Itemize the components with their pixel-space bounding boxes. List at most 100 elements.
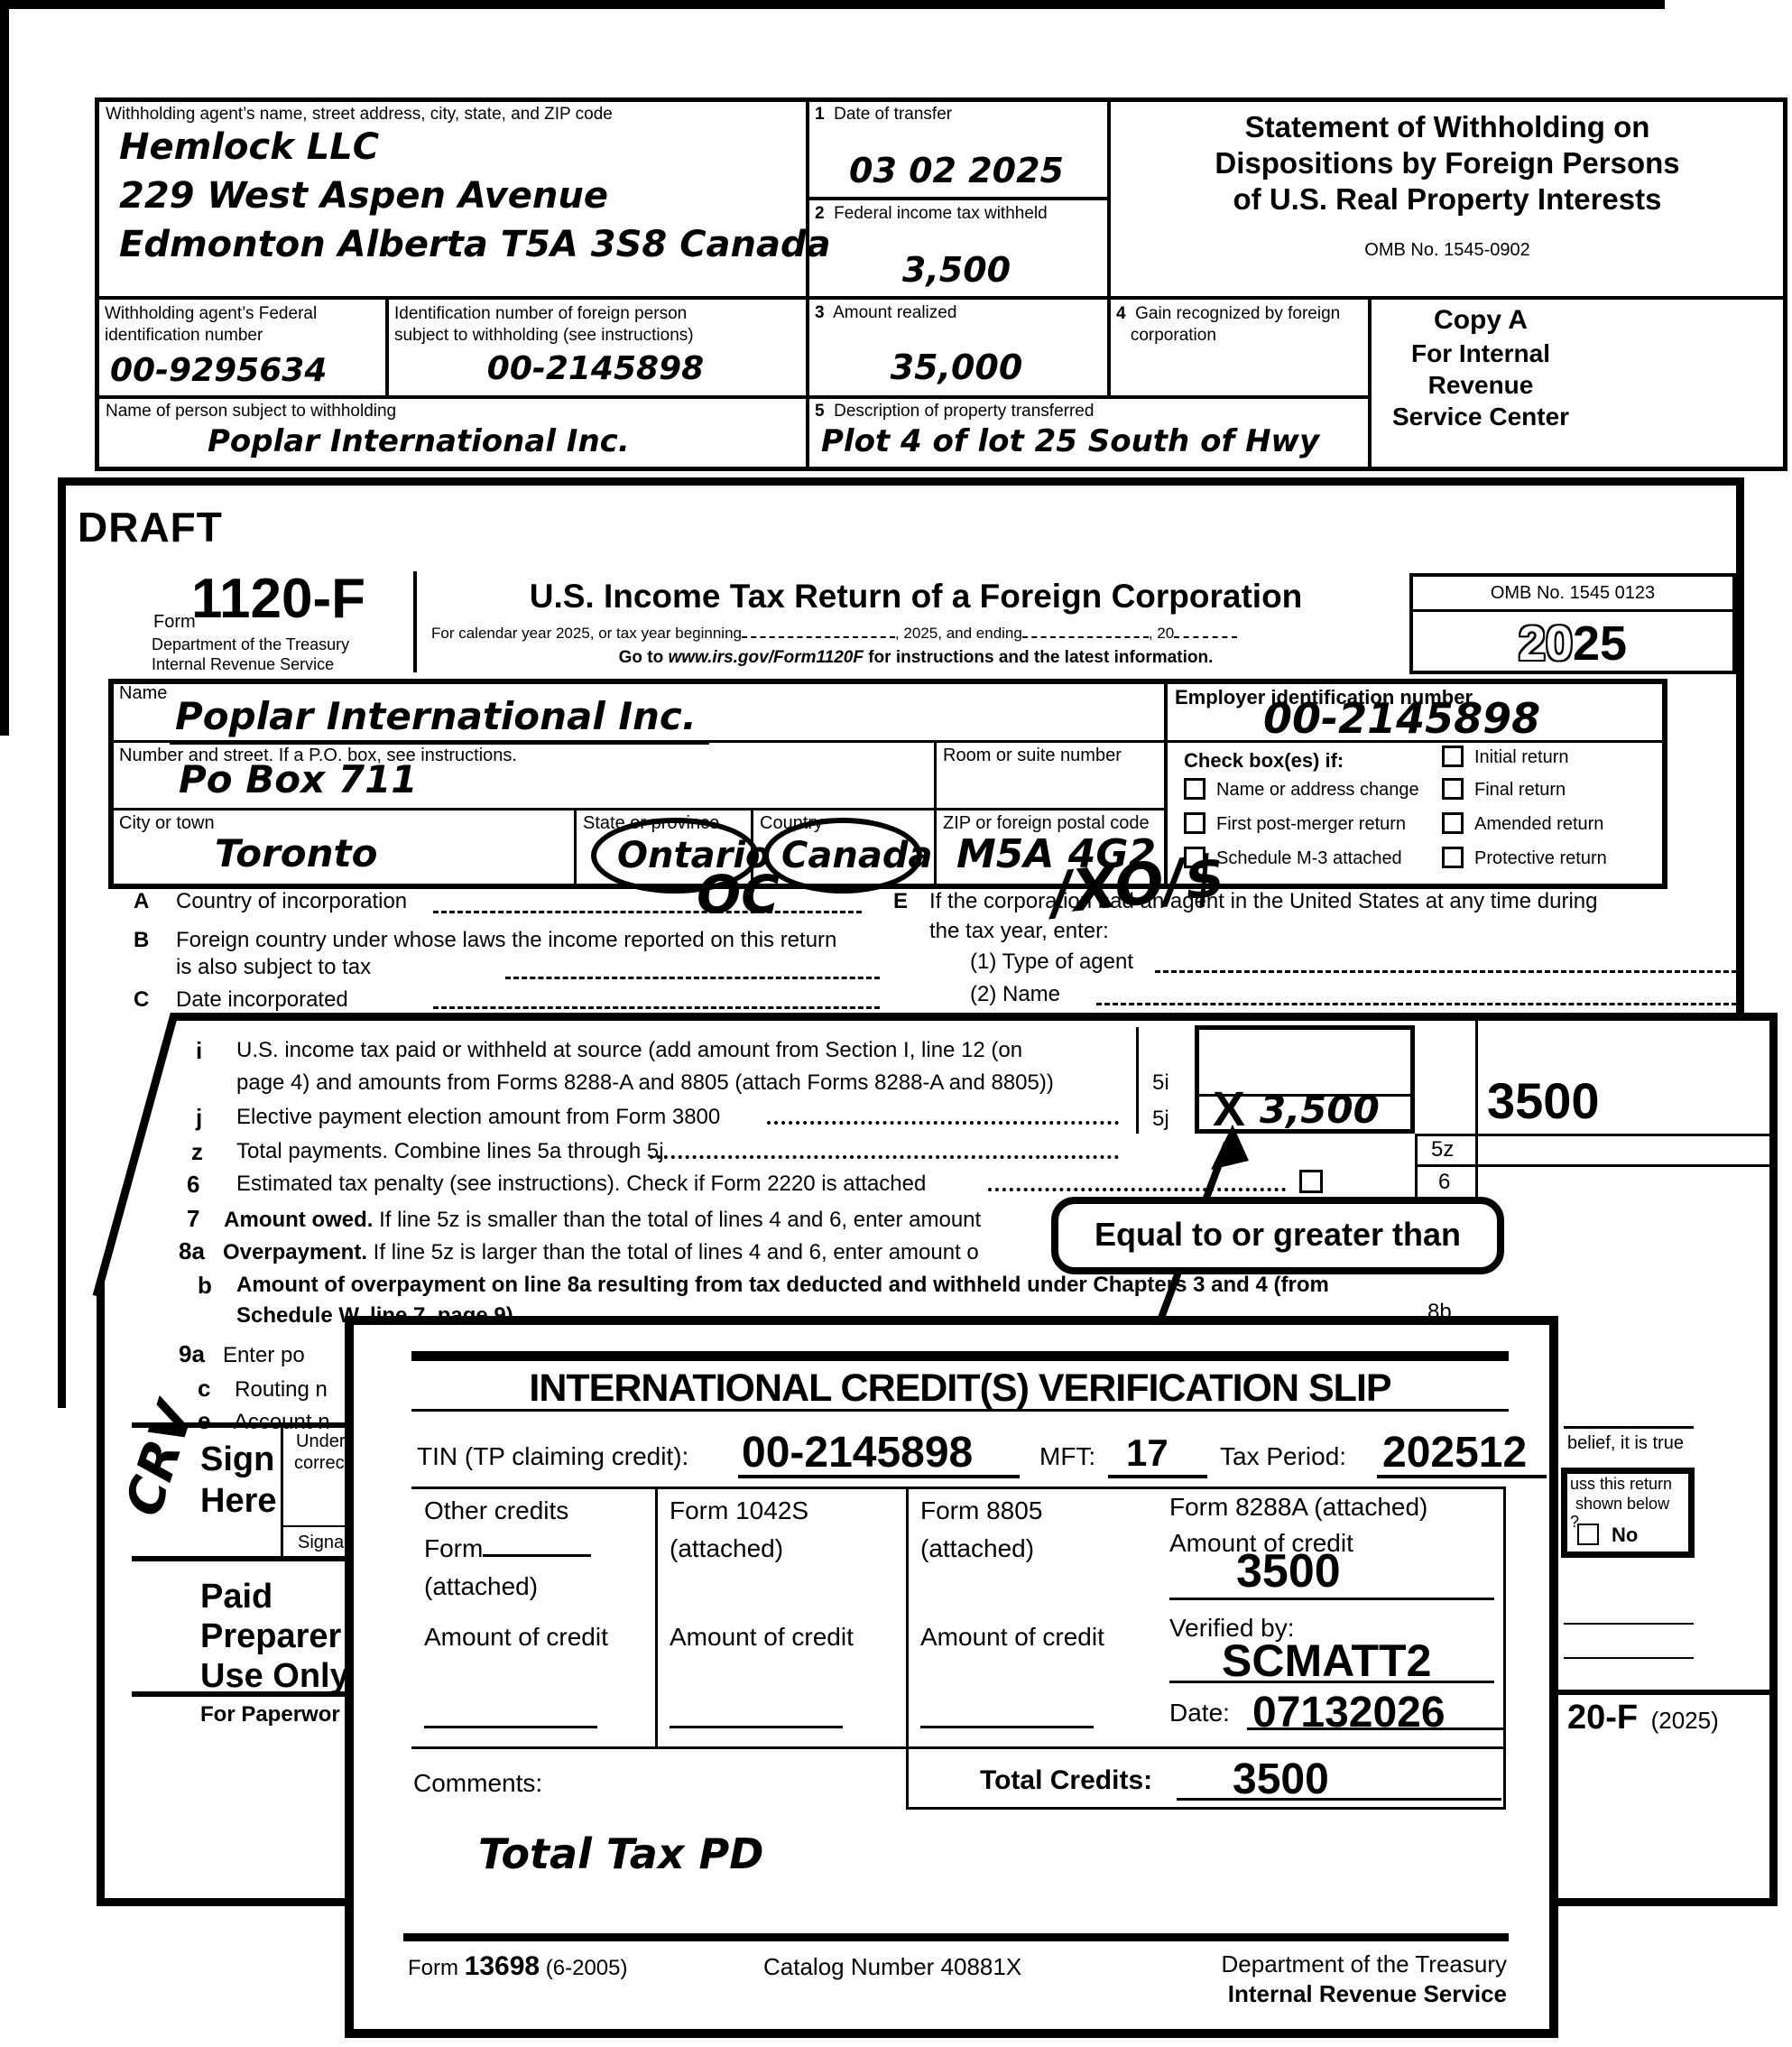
state-circle-annotation <box>591 818 759 894</box>
grid-line <box>95 395 1368 399</box>
line-z-num: z <box>191 1138 203 1165</box>
rule <box>281 1525 345 1527</box>
grid-line <box>934 740 937 889</box>
rule <box>132 1556 345 1561</box>
table-line <box>1503 1487 1506 1810</box>
form-number: 1120-F <box>191 568 366 630</box>
grid-line <box>1164 679 1168 889</box>
goto-url: www.irs.gov/Form1120F <box>668 648 864 667</box>
5i-5j-value-box <box>1195 1025 1415 1134</box>
line-9c: c Routing n <box>198 1375 328 1402</box>
line-6-text: Estimated tax penalty (see instructions)… <box>236 1172 927 1196</box>
rule <box>1564 1623 1694 1625</box>
agent-street: 229 West Aspen Avenue <box>119 175 608 217</box>
slip-footer-agency: Department of the Treasury Internal Reve… <box>1221 1950 1507 2007</box>
line-z-text: Total payments. Combine lines 5a through… <box>236 1139 664 1163</box>
line-6-leader <box>988 1170 1286 1191</box>
belief-fragment: belief, it is true <box>1567 1433 1684 1453</box>
rule <box>1564 1657 1694 1659</box>
sign-here-2: Here <box>200 1482 277 1520</box>
calendar-line: For calendar year 2025, or tax year begi… <box>431 625 1238 643</box>
col3-header-1: Form 8805 <box>920 1496 1043 1524</box>
table-line <box>411 1487 1506 1489</box>
line-e-sub1: (1) Type of agent <box>970 949 1134 974</box>
consent-box <box>1561 1468 1695 1558</box>
paperwork-fragment: For Paperwor <box>200 1702 340 1727</box>
ein-value: 00-2145898 <box>1263 694 1541 743</box>
col1-amount-label: Amount of credit <box>424 1623 608 1651</box>
line-j-leader <box>767 1103 1119 1125</box>
no-label: No <box>1612 1524 1639 1546</box>
col3-amount-label: Amount of credit <box>920 1623 1104 1651</box>
table-line <box>655 1487 658 1746</box>
grid-line <box>385 296 389 395</box>
line-e-sub1-fill <box>1155 948 1737 973</box>
slip-title-rule <box>411 1409 1509 1412</box>
street-value: Po Box 711 <box>179 757 418 801</box>
copy-a-block: Copy A For Internal Revenue Service Cent… <box>1391 305 1570 431</box>
checkbox-post-merger <box>1184 812 1205 834</box>
city-value: Toronto <box>215 831 378 875</box>
total-credits-underline <box>1177 1798 1501 1801</box>
checkbox-label-amended-return: Amended return <box>1474 814 1604 834</box>
grid-line <box>108 740 1667 743</box>
date-underline <box>1247 1727 1505 1730</box>
rule <box>132 1422 345 1428</box>
amount-5j-value: 3,500 <box>1260 1088 1380 1132</box>
line-b-num: B <box>134 928 150 952</box>
tax-year: 2025 <box>1409 616 1736 672</box>
blank-fill <box>483 1544 592 1557</box>
grid-line <box>1475 1013 1478 1197</box>
box3-label: 3 Amount realized <box>815 303 957 322</box>
mft-label: MFT: <box>1039 1442 1096 1470</box>
mft-underline <box>1108 1475 1207 1478</box>
blank-fill <box>1174 625 1238 638</box>
ein-label: Employer identification number <box>1175 686 1473 709</box>
checkbox-protective-return <box>1442 847 1464 868</box>
verified-underline <box>1169 1681 1494 1683</box>
line-b-label-1: Foreign country under whose laws the inc… <box>176 928 837 952</box>
agent-name: Hemlock LLC <box>119 126 380 168</box>
period-value: 202512 <box>1382 1429 1528 1477</box>
form8288a-box <box>95 97 1787 471</box>
checkbox-amended-return <box>1442 812 1464 834</box>
omb-divider <box>1409 609 1736 612</box>
line-e-label-1: If the corporation had an agent in the U… <box>929 889 1598 913</box>
form8288a-title-1: Statement of Withholding on <box>1244 110 1650 144</box>
zip-label: ZIP or foreign postal code <box>943 813 1150 833</box>
city-label: City or town <box>119 813 215 833</box>
line-j-text: Elective payment election amount from Fo… <box>236 1105 721 1129</box>
box1-num: 1 <box>815 105 825 124</box>
col1-amount-line <box>424 1726 597 1728</box>
box3-value: 35,000 <box>890 347 1023 387</box>
grid-line <box>1107 97 1111 395</box>
col2-header-1: Form 1042S <box>670 1496 809 1524</box>
tin-label: TIN (TP claiming credit): <box>417 1442 689 1470</box>
checkbox-schedule-m3 <box>1184 847 1205 868</box>
total-credits-label: Total Credits: <box>980 1765 1153 1795</box>
comments-value: Total Tax PD <box>478 1829 764 1878</box>
jurat-fragment-2: correc <box>294 1453 345 1473</box>
col2-amount-label: Amount of credit <box>670 1623 854 1651</box>
line-6-num: 6 <box>187 1171 200 1198</box>
line-c-label: Date incorporated <box>176 987 348 1012</box>
line-i-num: i <box>196 1037 203 1064</box>
line-e-sub2-fill <box>1096 980 1737 1005</box>
slip-footer-bar <box>403 1933 1509 1941</box>
form-footer-fragment: 20-F (2025) <box>1567 1699 1719 1737</box>
form8288a-omb: OMB No. 1545-0902 <box>1364 240 1530 260</box>
agent-label: Withholding agent’s name, street address… <box>106 105 613 124</box>
table-line <box>411 1746 1506 1749</box>
table-line <box>906 1487 909 1810</box>
form1120f-title: U.S. Income Tax Return of a Foreign Corp… <box>529 578 1303 615</box>
form8288a-title-3: of U.S. Real Property Interests <box>1233 182 1662 216</box>
box2-label: 2 Federal income tax withheld <box>815 204 1048 223</box>
name-value: Poplar International Inc. <box>170 694 709 746</box>
irs-label: Internal Revenue Service <box>152 655 335 673</box>
line-a-label: Country of incorporation <box>176 889 408 913</box>
period-underline <box>1377 1475 1547 1478</box>
paid-preparer-3: Use Only <box>200 1657 349 1695</box>
col1-header-3: (attached) <box>424 1572 539 1600</box>
col1-header-1: Other credits <box>424 1496 569 1524</box>
country-circle-annotation <box>763 818 922 894</box>
